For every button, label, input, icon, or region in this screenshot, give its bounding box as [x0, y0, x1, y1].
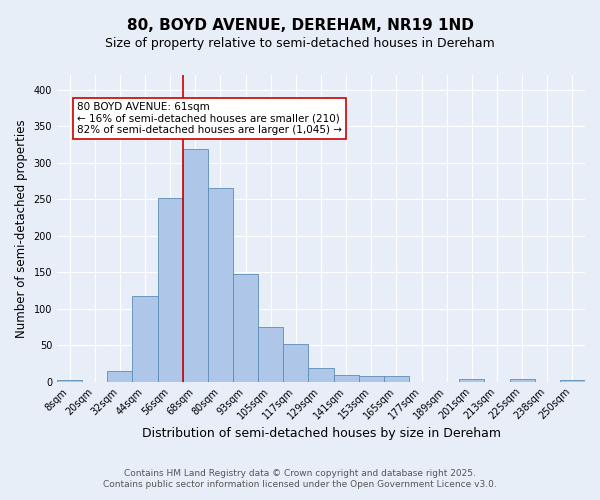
- Text: Size of property relative to semi-detached houses in Dereham: Size of property relative to semi-detach…: [105, 38, 495, 51]
- X-axis label: Distribution of semi-detached houses by size in Dereham: Distribution of semi-detached houses by …: [142, 427, 500, 440]
- Bar: [283, 344, 308, 382]
- Bar: [308, 368, 334, 382]
- Text: Contains HM Land Registry data © Crown copyright and database right 2025.: Contains HM Land Registry data © Crown c…: [124, 468, 476, 477]
- Bar: [560, 380, 585, 382]
- Bar: [208, 188, 233, 382]
- Y-axis label: Number of semi-detached properties: Number of semi-detached properties: [15, 119, 28, 338]
- Bar: [258, 327, 283, 382]
- Text: 80 BOYD AVENUE: 61sqm
← 16% of semi-detached houses are smaller (210)
82% of sem: 80 BOYD AVENUE: 61sqm ← 16% of semi-deta…: [77, 102, 342, 135]
- Bar: [133, 296, 158, 382]
- Bar: [509, 380, 535, 382]
- Text: Contains public sector information licensed under the Open Government Licence v3: Contains public sector information licen…: [103, 480, 497, 489]
- Bar: [183, 150, 208, 382]
- Bar: [359, 376, 384, 382]
- Bar: [459, 378, 484, 382]
- Bar: [334, 375, 359, 382]
- Bar: [233, 274, 258, 382]
- Bar: [57, 380, 82, 382]
- Text: 80, BOYD AVENUE, DEREHAM, NR19 1ND: 80, BOYD AVENUE, DEREHAM, NR19 1ND: [127, 18, 473, 32]
- Bar: [107, 370, 133, 382]
- Bar: [158, 198, 183, 382]
- Bar: [384, 376, 409, 382]
